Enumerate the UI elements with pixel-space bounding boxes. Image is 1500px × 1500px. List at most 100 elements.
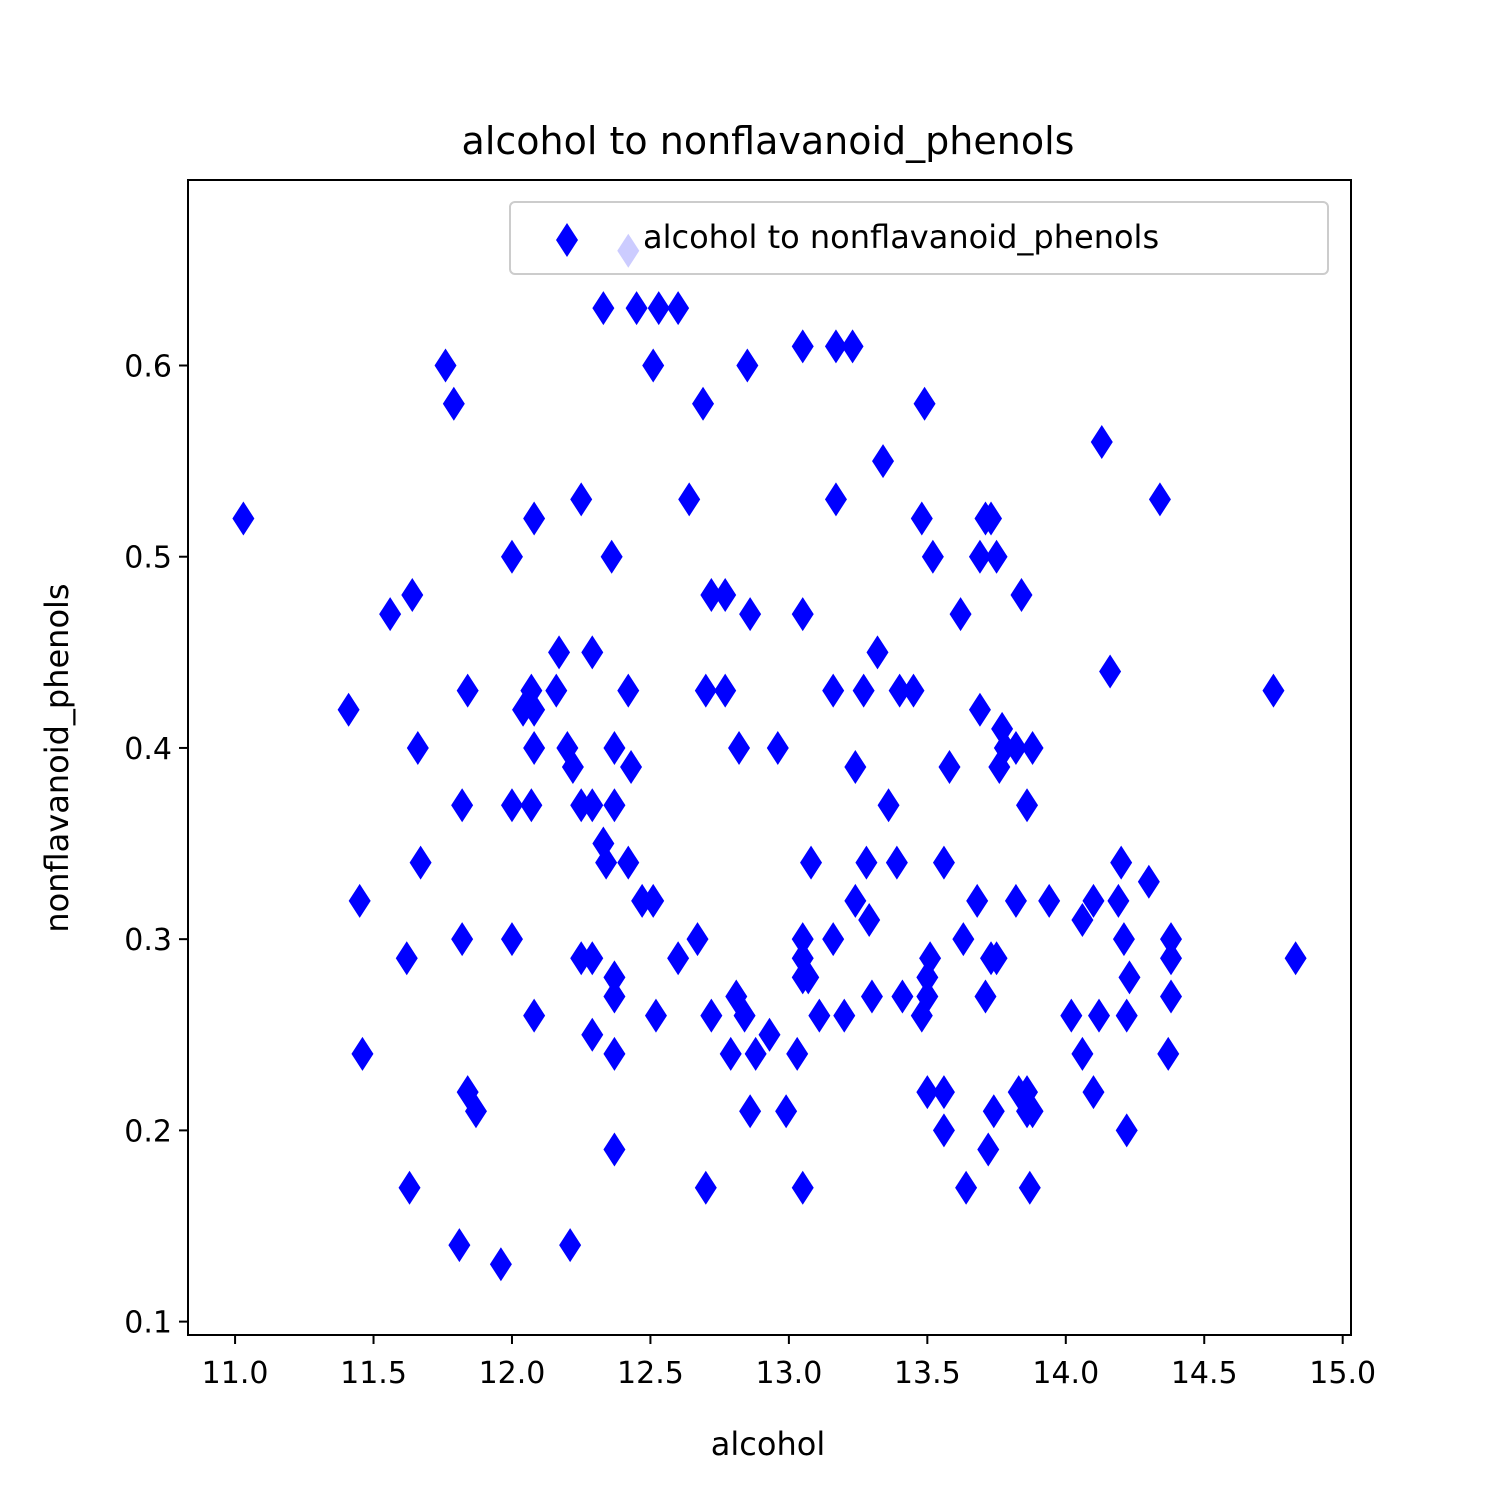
data-point [1118, 960, 1141, 995]
data-point [728, 730, 751, 765]
data-point [1107, 883, 1130, 918]
chart-title: alcohol to nonflavanoid_phenols [462, 119, 1075, 163]
points-layer [232, 233, 1307, 1282]
data-point [885, 845, 908, 880]
plot-frame [187, 179, 1352, 1336]
data-point [523, 730, 546, 765]
x-axis-label: alcohol [711, 1425, 825, 1463]
data-point [620, 750, 643, 785]
data-point [1004, 883, 1027, 918]
data-point [1115, 1113, 1138, 1148]
data-point [985, 941, 1008, 976]
data-point [625, 291, 648, 326]
data-point [1284, 941, 1307, 976]
legend: alcohol to nonflavanoid_phenols [509, 201, 1329, 275]
data-point [570, 482, 593, 517]
x-axis-ticks: 11.0 11.5 12.0 12.5 13.0 13.5 14.0 14.5 15.0 [202, 1335, 1376, 1391]
data-point [808, 998, 831, 1033]
data-point [520, 788, 543, 823]
legend-box [509, 201, 1329, 275]
x-tick-label: 11.5 [340, 1356, 407, 1391]
data-point [1082, 883, 1105, 918]
data-point [581, 788, 604, 823]
data-point [919, 941, 942, 976]
y-tick-label: 0.5 [124, 541, 172, 576]
data-point [980, 501, 1003, 536]
data-point [797, 960, 820, 995]
data-point [714, 673, 737, 708]
data-point [1071, 903, 1094, 938]
data-point [775, 1094, 798, 1129]
data-point [1071, 1036, 1094, 1071]
data-point [692, 386, 715, 421]
data-point [448, 1228, 471, 1263]
data-point [603, 979, 626, 1014]
data-point [678, 482, 701, 517]
data-point [968, 692, 991, 727]
data-point [545, 673, 568, 708]
data-point [977, 1132, 1000, 1167]
data-point [600, 539, 623, 574]
data-point [581, 1017, 604, 1052]
data-point [337, 692, 360, 727]
data-point [968, 539, 991, 574]
data-point [985, 539, 1008, 574]
data-point [844, 883, 867, 918]
data-point [548, 635, 571, 670]
y-tick-label: 0.3 [124, 923, 172, 958]
data-point [855, 845, 878, 880]
data-point [644, 998, 667, 1033]
y-tick-label: 0.1 [124, 1306, 172, 1341]
data-point [791, 922, 814, 957]
data-point [451, 788, 474, 823]
x-tick-label: 14.5 [1171, 1356, 1238, 1391]
data-point [631, 883, 654, 918]
data-point [1038, 883, 1061, 918]
data-point [694, 673, 717, 708]
y-tick-label: 0.4 [124, 732, 172, 767]
data-point [1099, 654, 1122, 689]
data-point [409, 845, 432, 880]
data-point [401, 577, 424, 612]
data-point [866, 635, 889, 670]
data-point [888, 673, 911, 708]
data-point [561, 750, 584, 785]
data-point [966, 883, 989, 918]
data-point [824, 482, 847, 517]
data-point [1112, 922, 1135, 957]
data-point [647, 291, 670, 326]
data-point [500, 922, 523, 957]
data-point [841, 329, 864, 364]
data-point [1160, 922, 1183, 957]
data-point [694, 1170, 717, 1205]
data-point [1016, 788, 1039, 823]
data-point [700, 577, 723, 612]
data-point [603, 960, 626, 995]
data-point [1082, 1075, 1105, 1110]
data-point [916, 979, 939, 1014]
x-tick-label: 13.5 [894, 1356, 961, 1391]
data-point [464, 1094, 487, 1129]
data-point [667, 941, 690, 976]
data-point [932, 845, 955, 880]
data-point [902, 673, 925, 708]
y-axis-ticks: 0.1 0.2 0.3 0.4 0.5 0.6 [124, 349, 188, 1341]
data-point [739, 597, 762, 632]
data-point [719, 1036, 742, 1071]
data-point [559, 1228, 582, 1263]
data-point [1010, 577, 1033, 612]
data-point [913, 386, 936, 421]
data-point [500, 788, 523, 823]
data-point [570, 941, 593, 976]
data-point [456, 673, 479, 708]
data-point [595, 845, 618, 880]
data-point [592, 291, 615, 326]
data-point [791, 329, 814, 364]
data-point [642, 883, 665, 918]
data-point [348, 883, 371, 918]
data-point [232, 501, 255, 536]
data-point [833, 998, 856, 1033]
data-point [617, 845, 640, 880]
data-point [844, 750, 867, 785]
